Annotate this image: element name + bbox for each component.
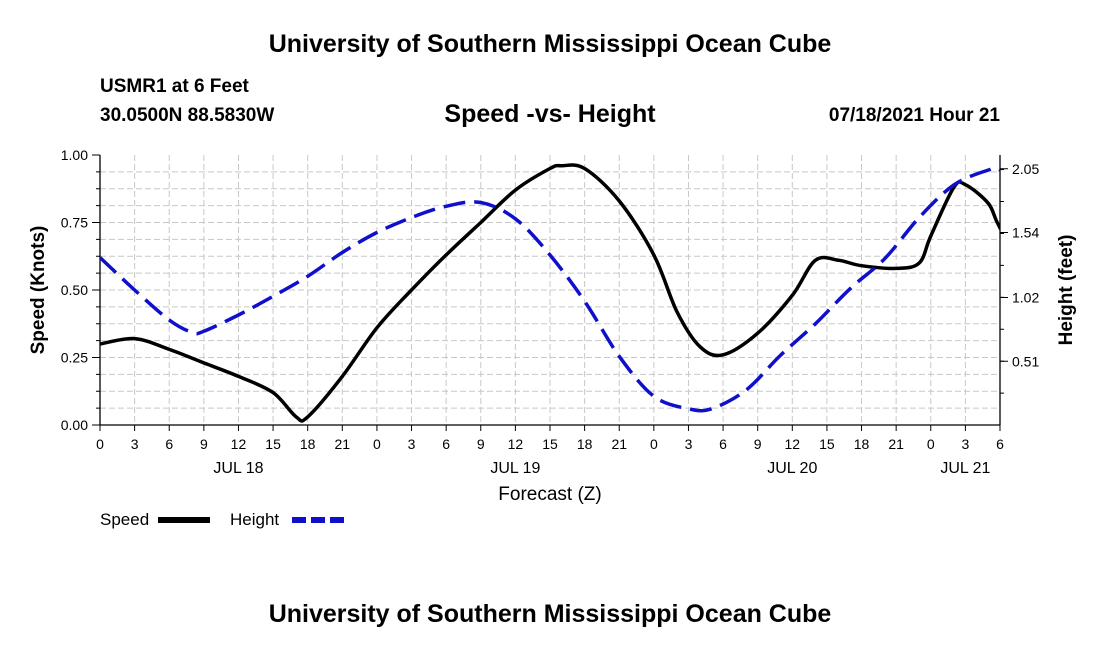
y-tick-label-left: 1.00 [61, 147, 88, 163]
series-line-height [100, 166, 1000, 413]
y-tick-label-right: 1.02 [1012, 290, 1039, 306]
x-tick-label: 6 [165, 436, 173, 452]
y-tick-label-left: 0.00 [61, 417, 88, 433]
x-tick-label: 21 [335, 436, 351, 452]
plot-area [100, 163, 1000, 423]
x-tick-label: 6 [442, 436, 450, 452]
x-tick-label: 12 [231, 436, 247, 452]
x-tick-label: 3 [131, 436, 139, 452]
y-tick-label-right: 1.54 [1012, 225, 1039, 241]
y-tick-label-left: 0.25 [61, 350, 88, 366]
day-label: JUL 18 [213, 460, 263, 477]
x-tick-label: 3 [685, 436, 693, 452]
x-tick-label: 9 [200, 436, 208, 452]
day-label: JUL 21 [940, 460, 990, 477]
x-tick-label: 15 [819, 436, 835, 452]
x-tick-label: 3 [961, 436, 969, 452]
x-axis-label: Forecast (Z) [498, 484, 601, 505]
day-label: JUL 20 [767, 460, 817, 477]
y-tick-label-right: 2.05 [1012, 161, 1039, 177]
y-axis-label-right: Height (feet) [1056, 235, 1077, 346]
y-tick-label-left: 0.50 [61, 282, 88, 298]
x-tick-label: 12 [508, 436, 524, 452]
footer-title: University of Southern Mississippi Ocean… [268, 600, 832, 628]
x-tick-label: 6 [996, 436, 1004, 452]
x-tick-label: 12 [785, 436, 801, 452]
y-axis-label-left: Speed (Knots) [28, 226, 49, 355]
x-tick-label: 9 [477, 436, 485, 452]
x-tick-label: 15 [265, 436, 281, 452]
x-tick-label: 15 [542, 436, 558, 452]
x-tick-label: 0 [96, 436, 104, 452]
x-tick-label: 18 [854, 436, 870, 452]
forecast-date: 07/18/2021 Hour 21 [828, 105, 1000, 126]
legend-label-speed: Speed [100, 510, 149, 529]
legend-label-height: Height [230, 510, 279, 529]
x-tick-label: 6 [719, 436, 727, 452]
x-tick-label: 21 [611, 436, 627, 452]
series-line-speed [100, 163, 1000, 423]
x-tick-label: 0 [650, 436, 658, 452]
x-tick-label: 21 [888, 436, 904, 452]
page-title: University of Southern Mississippi Ocean… [268, 30, 832, 58]
x-tick-label: 0 [927, 436, 935, 452]
grid [100, 155, 1000, 425]
station-coordinates: 30.0500N 88.5830W [100, 105, 275, 126]
chart-title: Speed -vs- Height [444, 100, 656, 128]
station-name: USMR1 at 6 Feet [100, 76, 249, 97]
x-tick-label: 3 [408, 436, 416, 452]
day-label: JUL 19 [490, 460, 540, 477]
x-tick-label: 0 [373, 436, 381, 452]
x-tick-label: 18 [577, 436, 593, 452]
x-tick-label: 18 [300, 436, 316, 452]
y-tick-label-right: 0.51 [1012, 353, 1039, 369]
y-tick-label-left: 0.75 [61, 215, 88, 231]
x-tick-label: 9 [754, 436, 762, 452]
